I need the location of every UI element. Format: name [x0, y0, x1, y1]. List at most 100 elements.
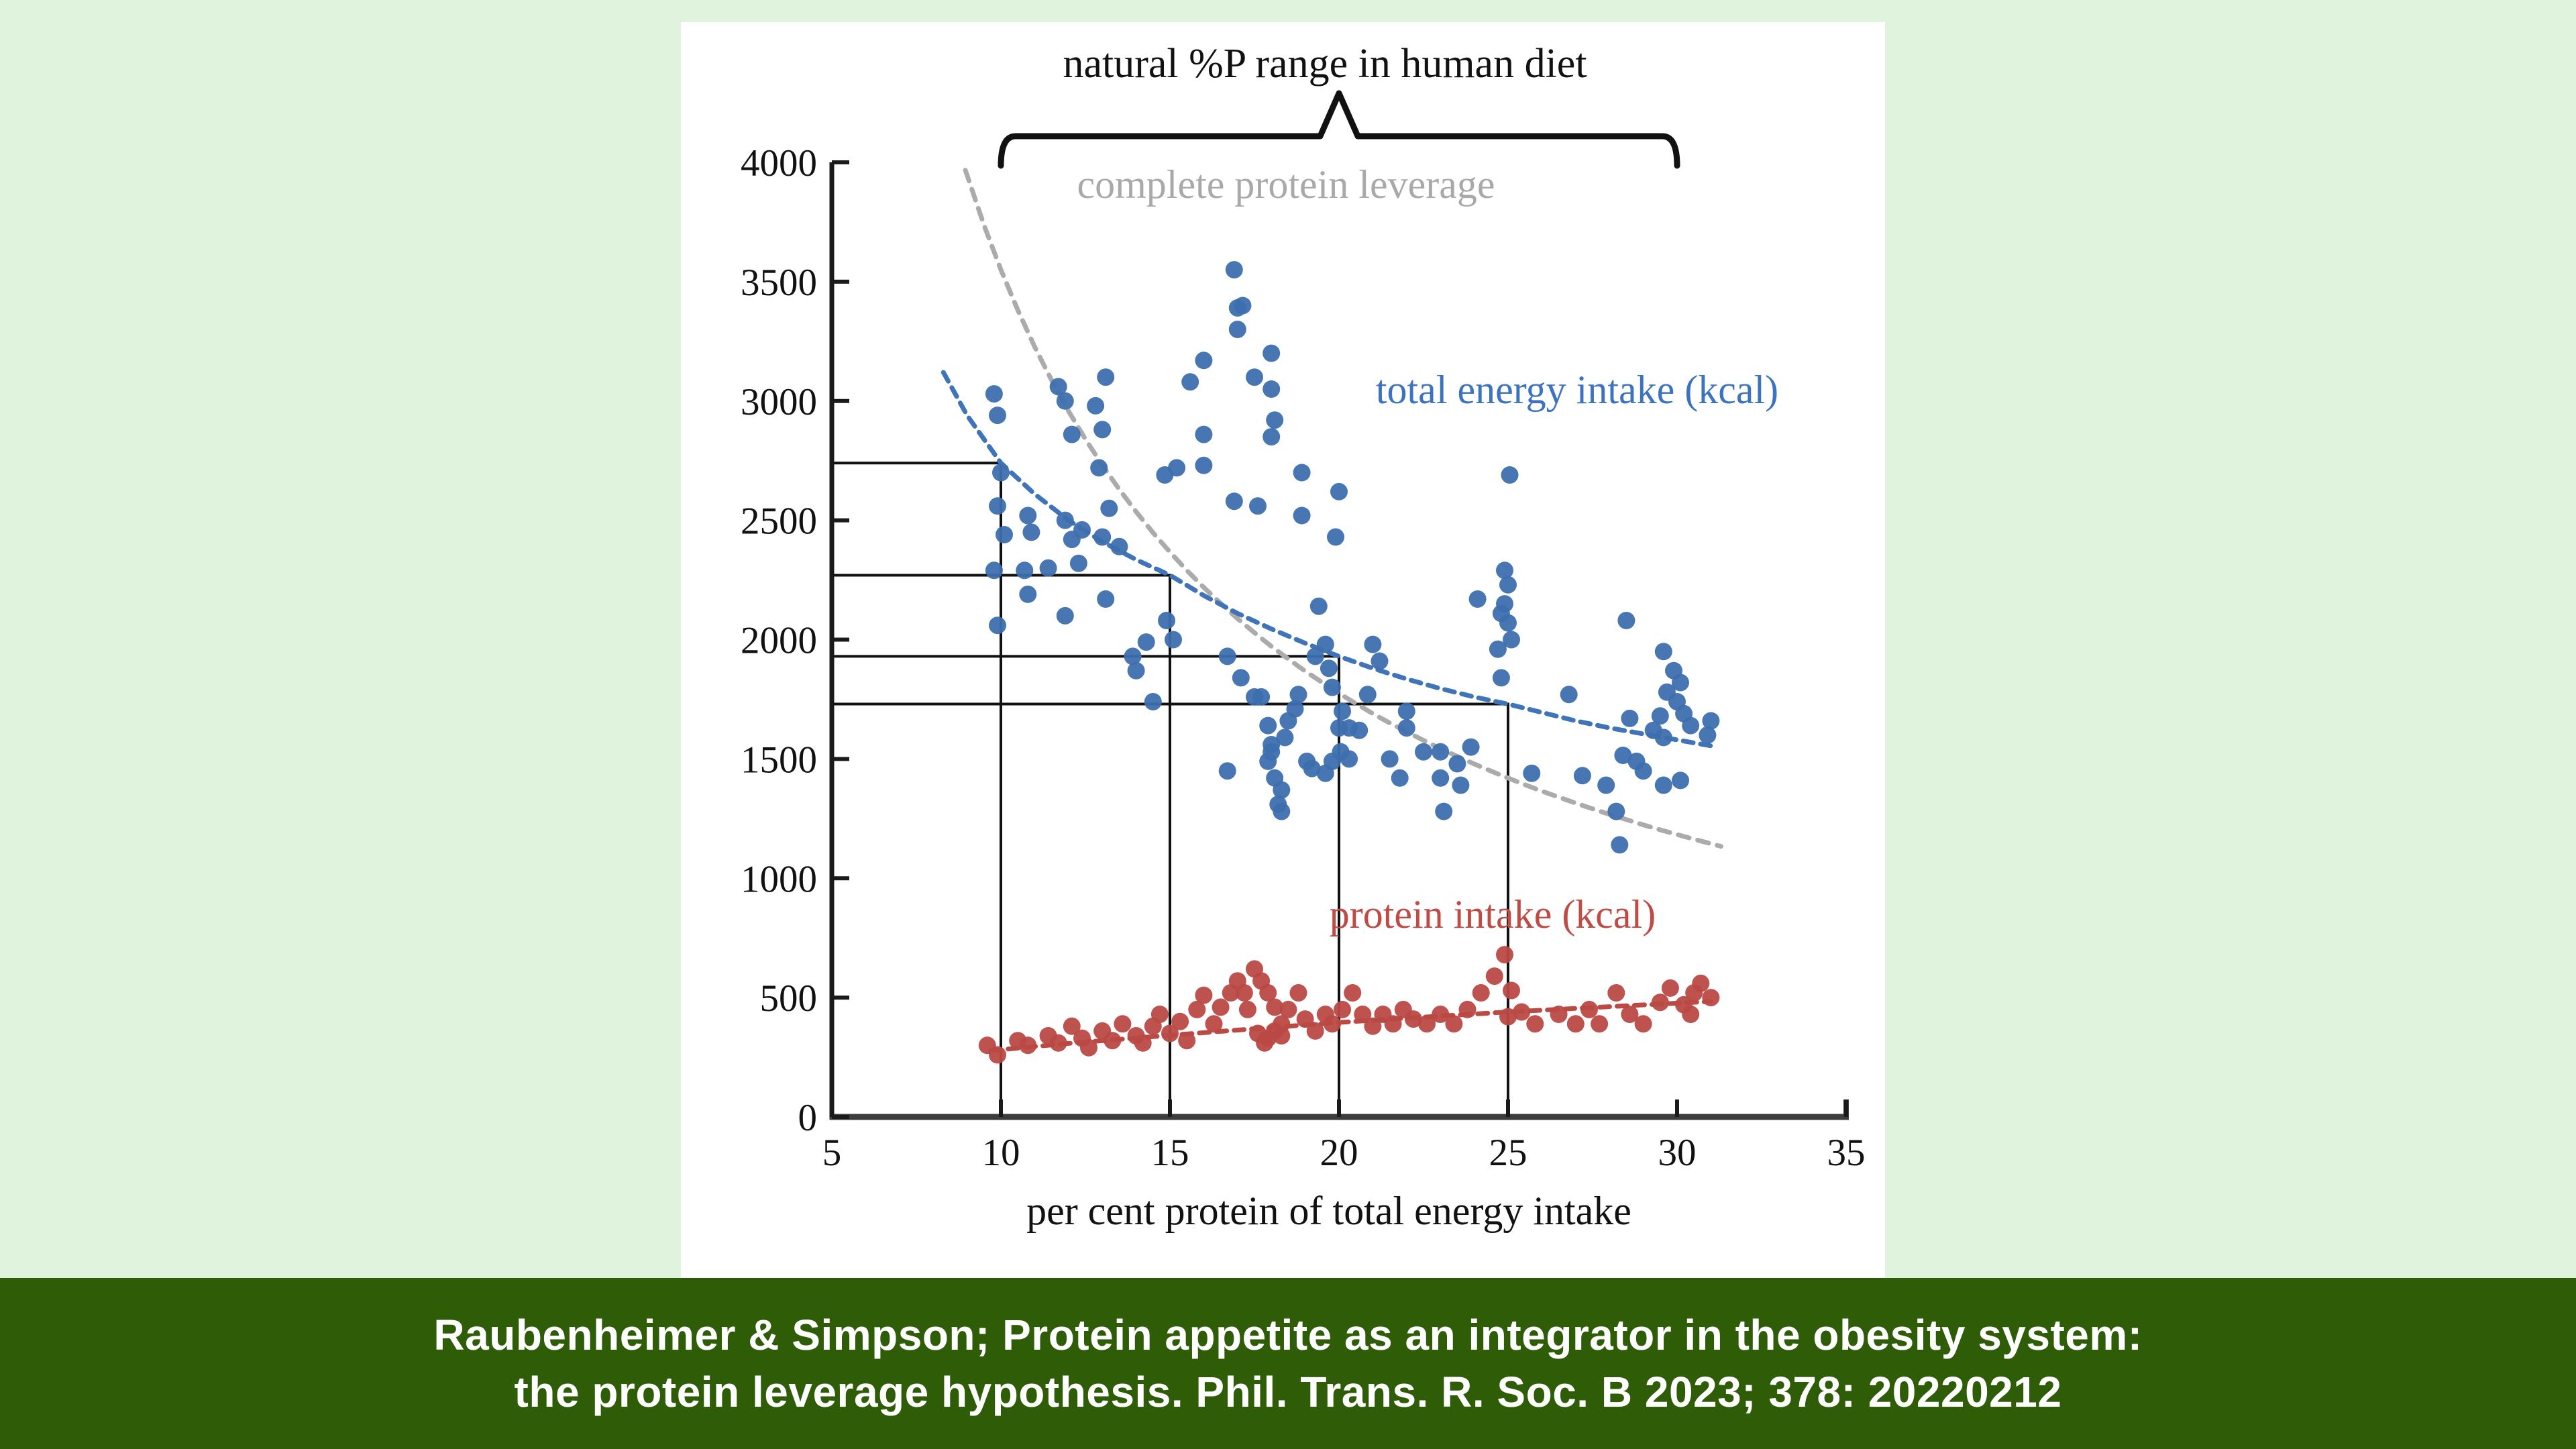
data-point: [1195, 986, 1213, 1004]
data-point: [1289, 984, 1307, 1002]
data-point: [1309, 597, 1328, 615]
data-point: [1225, 261, 1243, 279]
data-point: [1501, 466, 1519, 484]
y-tick-label: 4000: [741, 142, 817, 184]
y-tick-label: 3500: [741, 262, 817, 304]
data-point: [1263, 428, 1281, 446]
data-point: [1654, 729, 1672, 747]
data-point: [1462, 738, 1480, 756]
caption-line-2: the protein leverage hypothesis. Phil. T…: [514, 1367, 2062, 1416]
data-point: [1499, 576, 1517, 594]
data-point: [1371, 652, 1389, 670]
figure-panel: natural %P range in human diet 0 500 1000 1…: [681, 22, 1885, 1278]
x-axis-title: per cent protein of total energy intake: [1026, 1189, 1631, 1233]
citation-caption-bar: Raubenheimer & Simpson; Protein appetite…: [0, 1278, 2576, 1449]
data-point: [1391, 769, 1409, 787]
data-point: [1049, 378, 1067, 396]
data-point: [1228, 321, 1246, 338]
data-point: [1323, 1015, 1341, 1033]
data-point: [1249, 497, 1267, 515]
data-point: [1654, 643, 1672, 661]
data-point: [1259, 984, 1277, 1002]
y-tick-label: 1500: [741, 739, 817, 781]
data-point: [1358, 686, 1377, 704]
data-point: [1150, 1006, 1169, 1023]
series-protein-intake-kcal-: [978, 946, 1720, 1064]
data-point: [1397, 702, 1415, 720]
data-point: [1364, 1017, 1382, 1035]
x-tick-label: 20: [1320, 1132, 1358, 1174]
data-point: [1327, 528, 1344, 546]
data-point: [1344, 984, 1362, 1002]
data-point: [1266, 998, 1284, 1016]
figure-title: natural %P range in human diet: [1063, 41, 1587, 87]
data-point: [1492, 669, 1510, 687]
data-point: [1069, 554, 1087, 572]
data-point: [1252, 688, 1271, 706]
data-point: [1259, 716, 1277, 735]
data-point: [1235, 984, 1253, 1002]
data-point: [1188, 1000, 1206, 1018]
data-point: [1273, 802, 1291, 820]
data-point: [1049, 1034, 1067, 1052]
data-point: [1320, 659, 1338, 678]
axes: [829, 160, 1849, 1120]
data-point: [1144, 693, 1162, 710]
data-point: [1617, 612, 1635, 629]
data-point: [1090, 459, 1108, 477]
data-point: [1381, 750, 1399, 768]
data-point: [1124, 647, 1142, 665]
data-point: [989, 616, 1006, 635]
data-point: [1276, 729, 1294, 747]
data-point: [1137, 633, 1155, 651]
data-point: [1056, 511, 1074, 529]
data-point: [1080, 1038, 1097, 1057]
data-point: [985, 385, 1003, 403]
data-point: [1195, 425, 1213, 443]
data-point: [1093, 421, 1112, 439]
data-point: [1503, 631, 1520, 649]
data-point: [1225, 492, 1243, 511]
data-point: [1246, 368, 1263, 386]
data-point: [1550, 1006, 1568, 1023]
data-point: [1273, 1027, 1291, 1044]
data-point: [1672, 771, 1689, 790]
data-point: [1654, 776, 1672, 794]
data-point: [1019, 506, 1037, 525]
data-point: [1330, 719, 1348, 737]
data-point: [1263, 380, 1281, 398]
data-point: [1661, 979, 1679, 997]
data-point: [1384, 1015, 1402, 1033]
data-point: [1178, 1032, 1196, 1050]
data-point: [1614, 747, 1632, 764]
data-point: [1432, 743, 1450, 761]
data-point: [1597, 776, 1615, 794]
data-point: [1340, 750, 1358, 768]
data-point: [1513, 1003, 1531, 1021]
data-point: [1306, 647, 1324, 665]
data-point: [1205, 1015, 1223, 1033]
data-point: [1364, 635, 1382, 653]
data-point: [1100, 499, 1118, 517]
data-point: [1445, 1015, 1463, 1033]
data-point: [1672, 674, 1689, 692]
data-point: [1234, 297, 1252, 315]
data-point: [1503, 981, 1520, 1000]
data-point: [1306, 1022, 1324, 1040]
data-point: [1171, 1012, 1189, 1030]
data-point: [1526, 1015, 1544, 1033]
data-point: [1195, 352, 1213, 370]
data-point: [1702, 712, 1720, 730]
data-point: [1448, 755, 1466, 773]
blue-series-label: total energy intake (kcal): [1376, 368, 1778, 412]
data-point: [1195, 456, 1213, 474]
data-point: [992, 464, 1010, 482]
y-tick-label: 1000: [741, 858, 817, 900]
data-point: [1397, 719, 1415, 737]
data-point: [1286, 700, 1304, 718]
x-tick-label: 10: [982, 1132, 1020, 1174]
data-point: [1256, 1034, 1274, 1052]
y-tick-label: 2000: [741, 620, 817, 662]
data-point: [1238, 1000, 1256, 1018]
caption-line-1: Raubenheimer & Simpson; Protein appetite…: [433, 1311, 2143, 1360]
